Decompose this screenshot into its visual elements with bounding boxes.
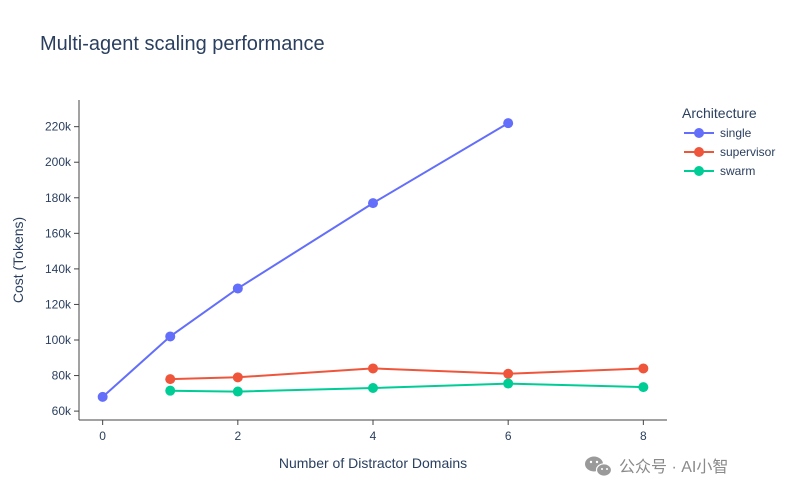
y-tick-label: 220k — [45, 120, 72, 134]
series-layer — [97, 118, 649, 402]
wechat-icon — [585, 456, 613, 477]
legend-item-single[interactable]: single — [684, 126, 752, 140]
y-tick-label: 200k — [45, 155, 72, 169]
data-point-supervisor[interactable] — [232, 372, 243, 383]
series-swarm[interactable] — [165, 378, 649, 397]
x-tick-label: 6 — [505, 429, 512, 443]
series-single[interactable] — [97, 118, 514, 402]
data-point-supervisor[interactable] — [368, 363, 378, 374]
legend-swatch-marker — [694, 147, 704, 157]
x-tick-label: 8 — [640, 429, 647, 443]
x-tick-label: 2 — [234, 429, 241, 443]
legend-item-swarm[interactable]: swarm — [684, 164, 755, 178]
legend[interactable]: Architecture single supervisor swarm — [682, 105, 775, 178]
data-point-supervisor[interactable] — [638, 363, 649, 374]
data-point-swarm[interactable] — [232, 386, 243, 397]
legend-swatch-marker — [694, 128, 704, 138]
y-tick-label: 80k — [52, 369, 72, 383]
y-tick-label: 100k — [45, 333, 72, 347]
legend-label: single — [720, 126, 752, 140]
watermark-text: 公众号 · AI小智 — [619, 458, 728, 476]
legend-label: supervisor — [720, 145, 775, 159]
data-point-single[interactable] — [232, 283, 243, 294]
data-point-swarm[interactable] — [503, 378, 514, 389]
x-ticks: 0 2 4 6 8 — [99, 420, 647, 443]
data-point-swarm[interactable] — [368, 383, 378, 393]
y-tick-label: 120k — [45, 297, 72, 311]
legend-label: swarm — [720, 164, 755, 178]
series-supervisor[interactable] — [165, 363, 649, 385]
y-axis-title: Cost (Tokens) — [10, 217, 26, 303]
legend-items: single supervisor swarm — [684, 126, 775, 178]
x-tick-label: 4 — [370, 429, 377, 443]
y-ticks: 60k 80k 100k 120k 140k 160k 180k 200k 220k — [45, 120, 79, 418]
y-tick-label: 160k — [45, 226, 72, 240]
legend-item-supervisor[interactable]: supervisor — [684, 145, 775, 159]
data-point-supervisor[interactable] — [165, 374, 176, 385]
data-point-supervisor[interactable] — [503, 368, 514, 379]
data-point-single[interactable] — [368, 198, 378, 209]
y-tick-label: 140k — [45, 262, 72, 276]
data-point-swarm[interactable] — [638, 382, 649, 393]
x-axis-title: Number of Distractor Domains — [279, 455, 467, 471]
legend-swatch-marker — [694, 166, 704, 176]
legend-title: Architecture — [682, 105, 757, 121]
data-point-single[interactable] — [165, 331, 176, 342]
data-point-single[interactable] — [503, 118, 514, 129]
series-line-single — [102, 122, 509, 398]
y-tick-label: 180k — [45, 191, 72, 205]
chart-title: Multi-agent scaling performance — [40, 33, 325, 55]
x-tick-label: 0 — [99, 429, 106, 443]
plot-area: 60k 80k 100k 120k 140k 160k 180k 200k 220k 0 2 4 6 8 — [45, 100, 667, 443]
y-tick-label: 60k — [52, 404, 72, 418]
data-point-single[interactable] — [97, 391, 108, 402]
watermark: 公众号 · AI小智 — [585, 456, 728, 477]
data-point-swarm[interactable] — [165, 385, 176, 396]
